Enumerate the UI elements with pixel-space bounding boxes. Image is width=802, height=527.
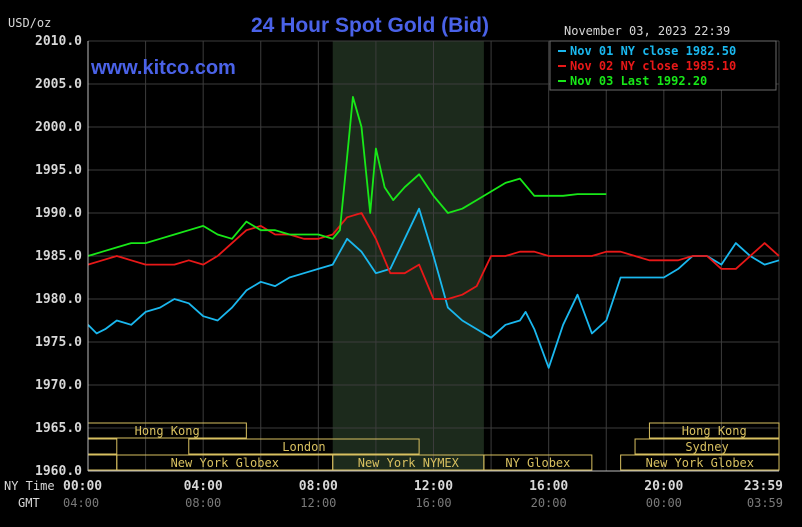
chart-timestamp: November 03, 2023 22:39 [564, 24, 730, 38]
session-label: Hong Kong [682, 424, 747, 438]
y-tick-label: 1965.0 [35, 421, 82, 436]
x-tick-label-ny: 08:00 [299, 479, 338, 494]
legend-entry: Nov 01 NY close 1982.50 [570, 44, 736, 58]
session-box [87, 454, 118, 471]
x-tick-label-gmt: 20:00 [531, 496, 567, 510]
site-watermark: www.kitco.com [90, 57, 236, 79]
session-box [634, 438, 780, 455]
session-box [648, 422, 780, 439]
y-tick-label: 1985.0 [35, 249, 82, 264]
session-box [87, 438, 118, 455]
session-box [188, 438, 420, 455]
legend-entry: Nov 02 NY close 1985.10 [570, 59, 736, 73]
y-tick-label: 2005.0 [35, 77, 82, 92]
axis-unit-label: USD/oz [8, 16, 51, 30]
market-sessions: Hong Kong Hong Kong London Sydney New York G… [87, 422, 780, 471]
session-label: New York Globex [171, 456, 279, 470]
session-label: London [282, 440, 325, 454]
x-tick-label-ny: 20:00 [644, 479, 683, 494]
session-label: New York NYMEX [358, 456, 460, 470]
x-tick-label-gmt: 00:00 [646, 496, 682, 510]
x-tick-label-gmt: 03:59 [747, 496, 783, 510]
y-tick-label: 1990.0 [35, 206, 82, 221]
gmt-row-label: GMT [18, 496, 40, 510]
y-tick-label: 1975.0 [35, 335, 82, 350]
x-tick-label-ny: 12:00 [414, 479, 453, 494]
series-line-2 [87, 212, 780, 300]
x-tick-label-gmt: 16:00 [415, 496, 451, 510]
session-label: New York Globex [646, 456, 754, 470]
y-tick-label: 2000.0 [35, 120, 82, 135]
session-label: Sydney [685, 440, 728, 454]
ny-time-row-label: NY Time [4, 479, 55, 493]
price-series [87, 96, 780, 369]
x-tick-label-ny: 16:00 [529, 479, 568, 494]
session-label: Hong Kong [135, 424, 200, 438]
chart-axes: 2010.0 2005.0 2000.0 1995.0 1990.0 1985.0 1980… [35, 34, 783, 510]
y-tick-label: 1995.0 [35, 163, 82, 178]
chart-grid [87, 40, 780, 472]
y-tick-label: 2010.0 [35, 34, 82, 49]
x-tick-label-gmt: 08:00 [185, 496, 221, 510]
series-line-3 [87, 96, 607, 257]
x-tick-label-gmt: 04:00 [63, 496, 99, 510]
session-box [483, 454, 593, 471]
y-tick-label: 1980.0 [35, 292, 82, 307]
y-tick-label: 1970.0 [35, 378, 82, 393]
x-tick-label-ny: 04:00 [184, 479, 223, 494]
session-box [620, 454, 780, 471]
series-line-1 [87, 207, 780, 369]
x-tick-label-gmt: 12:00 [300, 496, 336, 510]
chart-title: 24 Hour Spot Gold (Bid) [251, 14, 489, 37]
y-tick-label: 1960.0 [35, 464, 82, 479]
session-label: NY Globex [505, 456, 570, 470]
x-tick-label-ny: 00:00 [63, 479, 102, 494]
x-tick-label-ny: 23:59 [744, 479, 783, 494]
legend-entry: Nov 03 Last 1992.20 [570, 74, 707, 88]
